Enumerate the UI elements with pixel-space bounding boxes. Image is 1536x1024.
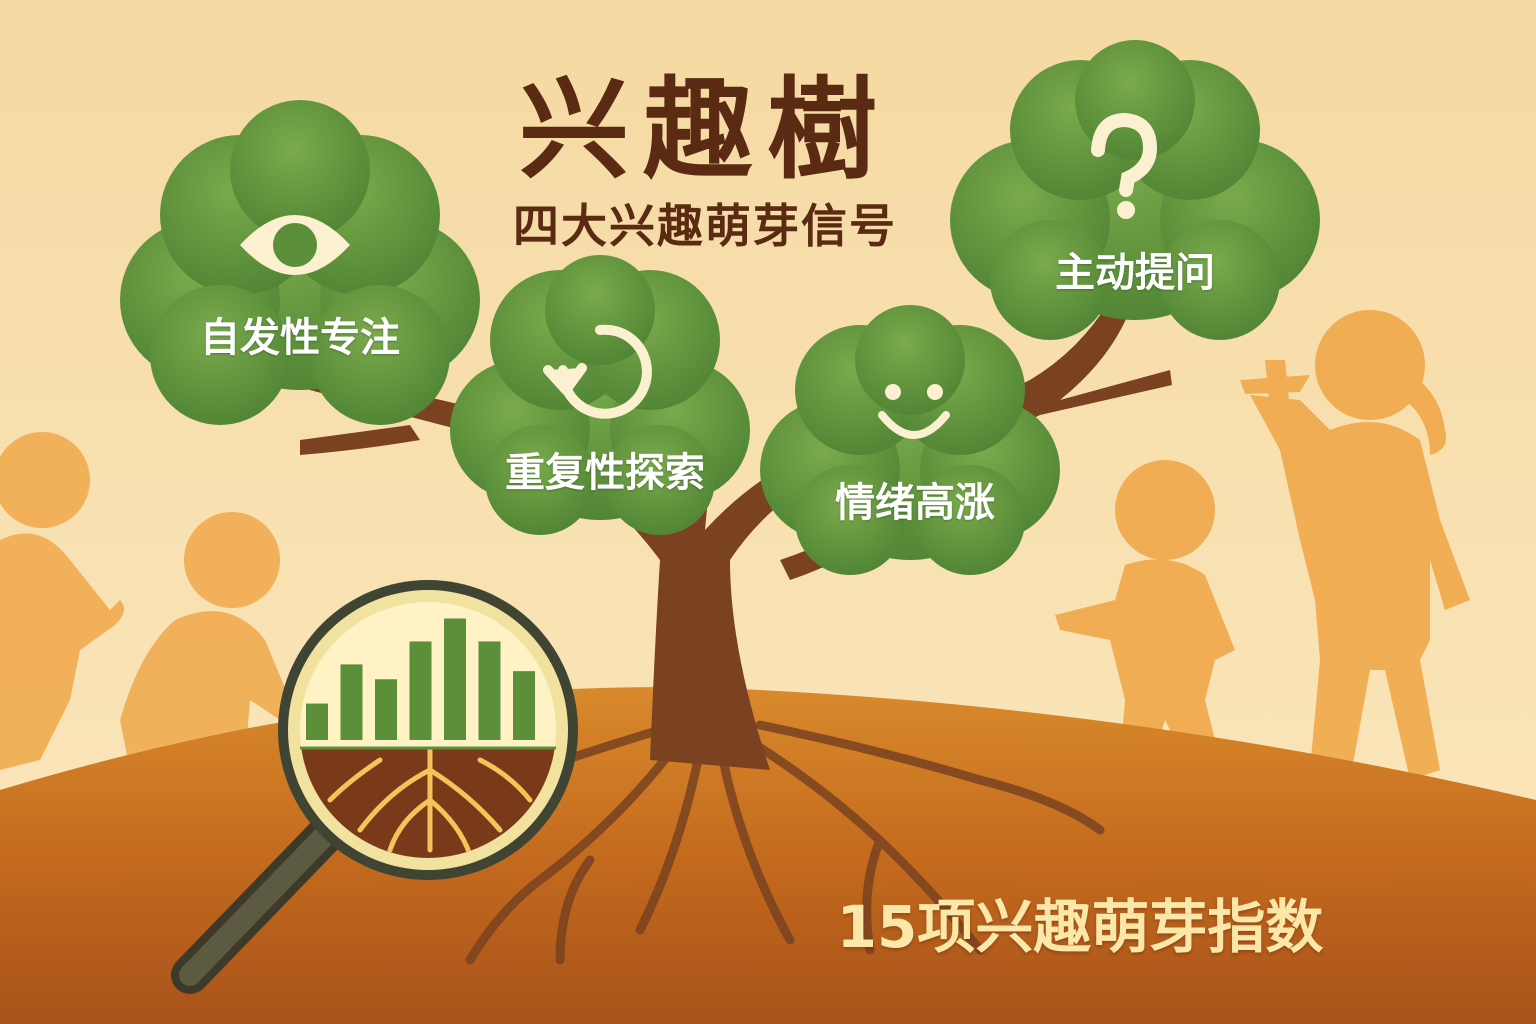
repeat-arrow-icon (543, 324, 652, 419)
lens-bar (444, 618, 466, 740)
magnifying-glass-icon (171, 580, 578, 994)
signal-label-question: 主动提问 (1055, 250, 1215, 296)
foliage-cloud-4 (950, 40, 1320, 340)
tree-roots (465, 720, 1105, 965)
eye-icon (240, 215, 350, 275)
lens-bar-chart (306, 618, 535, 740)
lens-bar (478, 641, 501, 740)
question-mark-icon (1091, 112, 1158, 219)
signal-label-repeat: 重复性探索 (505, 450, 705, 496)
page-subtitle: 四大兴趣萌芽信号 (513, 199, 897, 253)
lens-bar (340, 664, 363, 740)
signal-label-emotion: 情绪高涨 (835, 480, 995, 526)
lens-bar (409, 641, 432, 740)
lens-bar (375, 679, 397, 740)
lens-bar (513, 671, 535, 740)
smile-icon (878, 384, 950, 439)
children-silhouettes-left (0, 432, 294, 770)
page-title: 兴趣樹 (519, 66, 891, 194)
interest-index-caption: 15项兴趣萌芽指数 (836, 893, 1324, 961)
lens-bar (306, 703, 328, 740)
children-silhouettes-right (1055, 310, 1470, 780)
signal-label-focus: 自发性专注 (200, 315, 400, 361)
foliage-cloud-3 (760, 305, 1060, 575)
